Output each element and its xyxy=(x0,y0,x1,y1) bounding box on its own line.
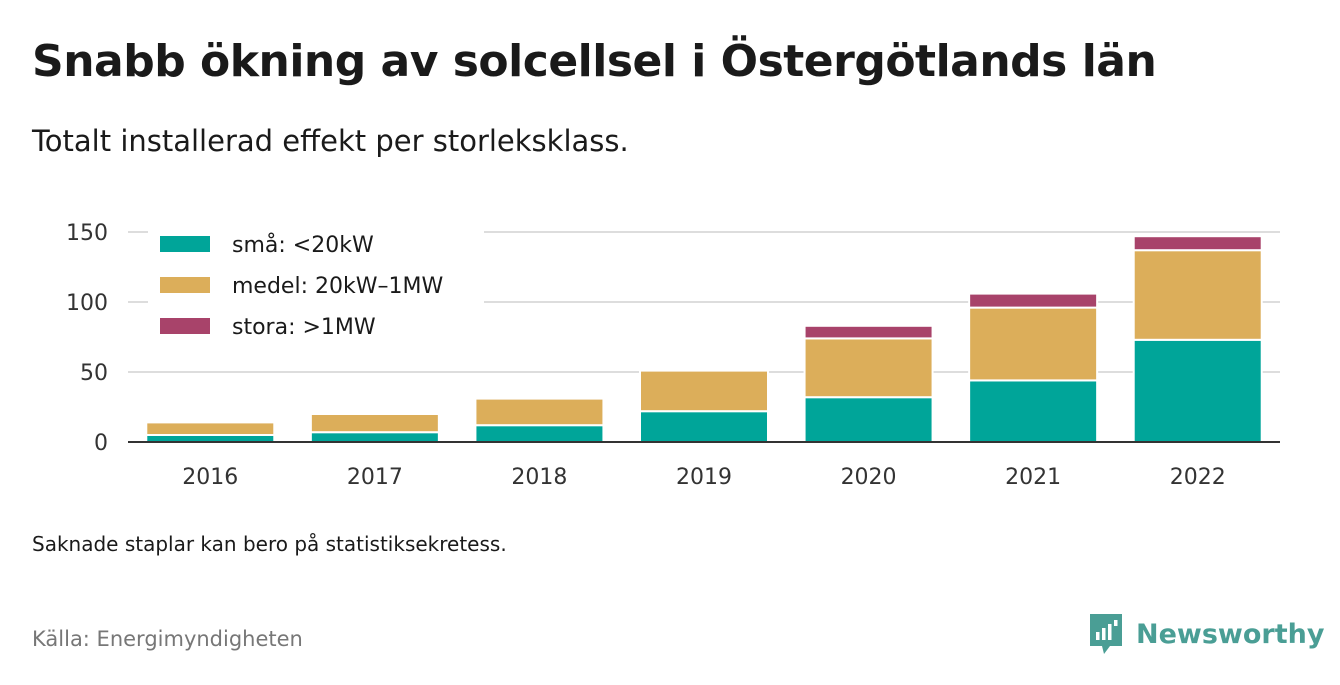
bar-segment xyxy=(803,337,934,399)
x-tick-label: 2019 xyxy=(676,465,732,490)
bar-segment xyxy=(1132,249,1263,341)
x-tick-label: 2017 xyxy=(347,465,403,490)
y-tick-label: 0 xyxy=(94,431,108,456)
newsworthy-logo-icon xyxy=(1090,614,1122,654)
x-tick-label: 2020 xyxy=(841,465,897,490)
chart-title: Snabb ökning av solcellsel i Östergötlan… xyxy=(32,36,1157,87)
bar-segment xyxy=(474,397,605,427)
bars xyxy=(145,235,1263,443)
y-tick-label: 50 xyxy=(80,361,108,386)
bar-segment xyxy=(145,421,276,436)
x-tick-label: 2016 xyxy=(182,465,238,490)
legend-label: stora: >1MW xyxy=(232,315,376,340)
chart-subtitle: Totalt installerad effekt per storlekskl… xyxy=(32,124,629,158)
bar-segment xyxy=(145,434,276,443)
legend-label: medel: 20kW–1MW xyxy=(232,274,443,299)
x-tick-label: 2022 xyxy=(1170,465,1226,490)
bar-segment xyxy=(474,424,605,443)
bar-segment xyxy=(639,369,769,413)
legend-label: små: <20kW xyxy=(232,232,374,258)
brand-name: Newsworthy xyxy=(1136,618,1325,650)
legend-swatch xyxy=(160,236,210,252)
bar-segment xyxy=(803,396,934,443)
legend-swatch xyxy=(160,277,210,293)
footnote: Saknade staplar kan bero på statistiksek… xyxy=(32,532,507,556)
legend: små: <20kW medel: 20kW–1MW stora: >1MW xyxy=(148,228,484,352)
stacked-bar-chart: 0 50 100 150 2016 2017 2018 2019 2020 2021 2022 sm… xyxy=(66,221,1280,490)
bar-segment xyxy=(639,410,769,443)
source-credit: Källa: Energimyndigheten xyxy=(32,627,303,651)
bar-segment xyxy=(968,292,1099,309)
bar-segment xyxy=(968,379,1099,443)
y-tick-label: 150 xyxy=(66,221,108,246)
legend-swatch xyxy=(160,318,210,334)
bar-segment xyxy=(968,306,1099,382)
x-tick-label: 2018 xyxy=(511,465,567,490)
bar-segment xyxy=(1132,235,1263,252)
bar-segment xyxy=(803,324,934,340)
bar-segment xyxy=(1132,338,1263,443)
brand-logo: Newsworthy xyxy=(1088,612,1324,656)
bar-segment xyxy=(309,431,440,443)
axes: 0 50 100 150 2016 2017 2018 2019 2020 2021 2022 xyxy=(66,221,1280,490)
y-tick-label: 100 xyxy=(66,291,108,316)
x-tick-label: 2021 xyxy=(1005,465,1061,490)
bar-segment xyxy=(309,413,440,434)
